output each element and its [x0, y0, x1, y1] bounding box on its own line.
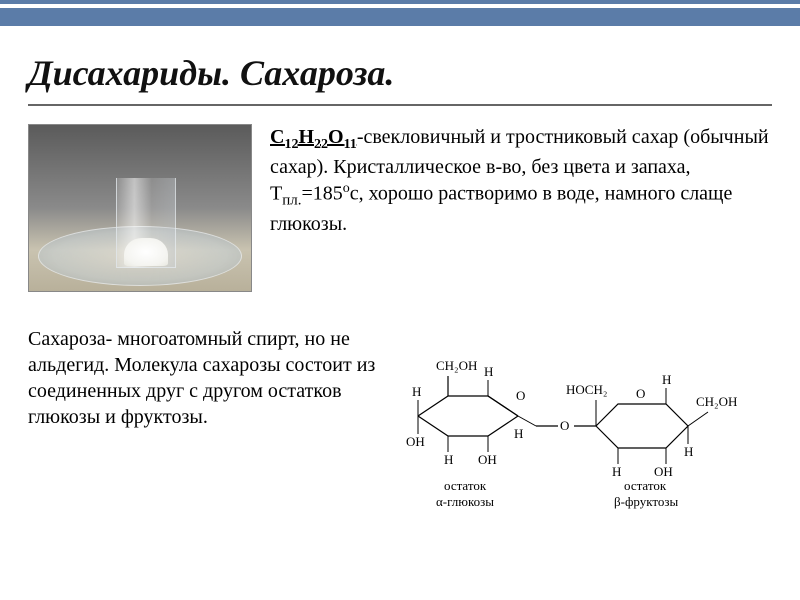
left-top: CH₂OH [436, 358, 477, 373]
content: C12H22O11-свекловичный и тростниковый са… [0, 106, 800, 516]
right-label-1: остаток [624, 478, 667, 493]
left-h-3: H [484, 364, 493, 379]
paragraph: Сахароза- многоатомный спирт, но не альд… [28, 326, 378, 430]
formula-o: O [328, 126, 344, 148]
right-oh-1: OH [654, 464, 673, 479]
structure-diagram: O CH₂OH OH H H OH H H O [398, 326, 758, 516]
degree: о [343, 181, 350, 196]
right-h-2: H [684, 444, 693, 459]
left-h-2: H [444, 452, 453, 467]
left-label-1: остаток [444, 478, 487, 493]
molecular-formula: C12H22O11 [270, 126, 357, 148]
description: C12H22O11-свекловичный и тростниковый са… [270, 124, 772, 292]
left-label-2: α-глюкозы [436, 494, 494, 509]
right-top-right: CH₂OH [696, 394, 737, 409]
formula-c: C [270, 126, 284, 148]
bar-thick [0, 8, 800, 26]
left-h-4: H [514, 426, 523, 441]
row-bottom: Сахароза- многоатомный спирт, но не альд… [28, 326, 772, 516]
bridge-o: O [560, 418, 569, 433]
ring-o-left: O [516, 388, 525, 403]
left-h-1: H [412, 384, 421, 399]
sucrose-structure: O CH₂OH OH H H OH H H O [398, 326, 758, 516]
right-label-2: β-фруктозы [614, 494, 678, 509]
desc-tail-2: =185 [301, 183, 342, 205]
header-bars [0, 0, 800, 38]
right-top-left: HOCH₂ [566, 382, 607, 397]
bar-thin [0, 0, 800, 4]
left-oh-2: OH [478, 452, 497, 467]
right-h-3: H [662, 372, 671, 387]
page-title: Дисахариды. Сахароза. [28, 52, 772, 94]
ring-o-right: O [636, 386, 645, 401]
formula-o-sub: 11 [344, 137, 357, 152]
sugar-pile [124, 238, 168, 266]
formula-h: H [298, 126, 314, 148]
title-block: Дисахариды. Сахароза. [0, 38, 800, 98]
left-oh-1: OH [406, 434, 425, 449]
beaker-photo [28, 124, 252, 292]
t-sub: пл. [282, 193, 301, 209]
formula-h-sub: 22 [314, 137, 328, 152]
formula-c-sub: 12 [284, 137, 298, 152]
row-top: C12H22O11-свекловичный и тростниковый са… [28, 124, 772, 292]
right-h-1: H [612, 464, 621, 479]
